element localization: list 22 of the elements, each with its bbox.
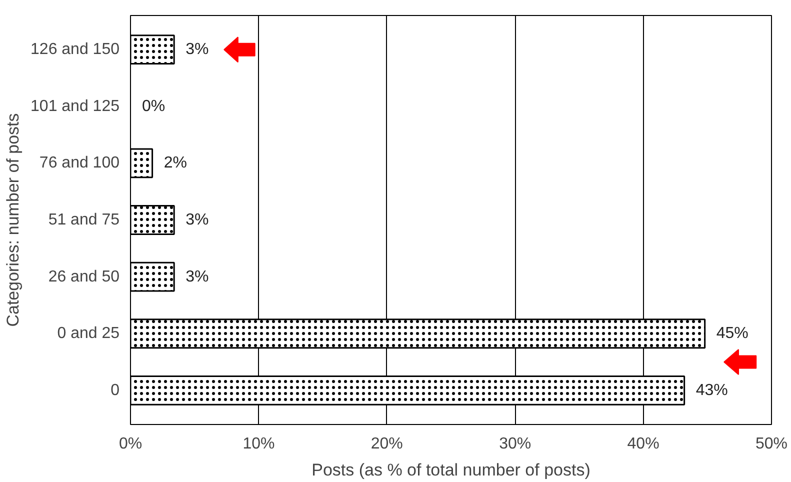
y-tick-label: 0 and 25 [57,325,120,342]
y-tick-label: 51 and 75 [48,212,120,228]
x-tick-label: 10% [242,436,275,452]
y-tick-label: 0 [110,382,120,399]
x-tick-label: 30% [499,436,532,452]
y-tick-label: 76 and 100 [39,154,120,172]
x-tick-label: 20% [370,436,403,452]
x-tick-label: 40% [627,436,660,452]
data-label: 45% [716,325,748,342]
y-tick-label: 101 and 125 [30,98,120,115]
y-tick-label: 126 and 150 [30,41,120,58]
data-label: 3% [186,268,209,286]
x-tick-label: 50% [755,436,788,452]
x-tick-label: 0% [118,436,142,452]
data-label: 2% [164,154,187,172]
y-tick-label: 26 and 50 [48,268,120,286]
data-label: 0% [142,98,166,115]
data-label: 43% [696,382,728,399]
x-axis-title: Posts (as % of total number of posts) [312,460,590,480]
data-label: 3% [186,212,209,228]
data-label: 3% [186,41,209,58]
y-axis-title: Categories: number of posts [4,113,23,327]
